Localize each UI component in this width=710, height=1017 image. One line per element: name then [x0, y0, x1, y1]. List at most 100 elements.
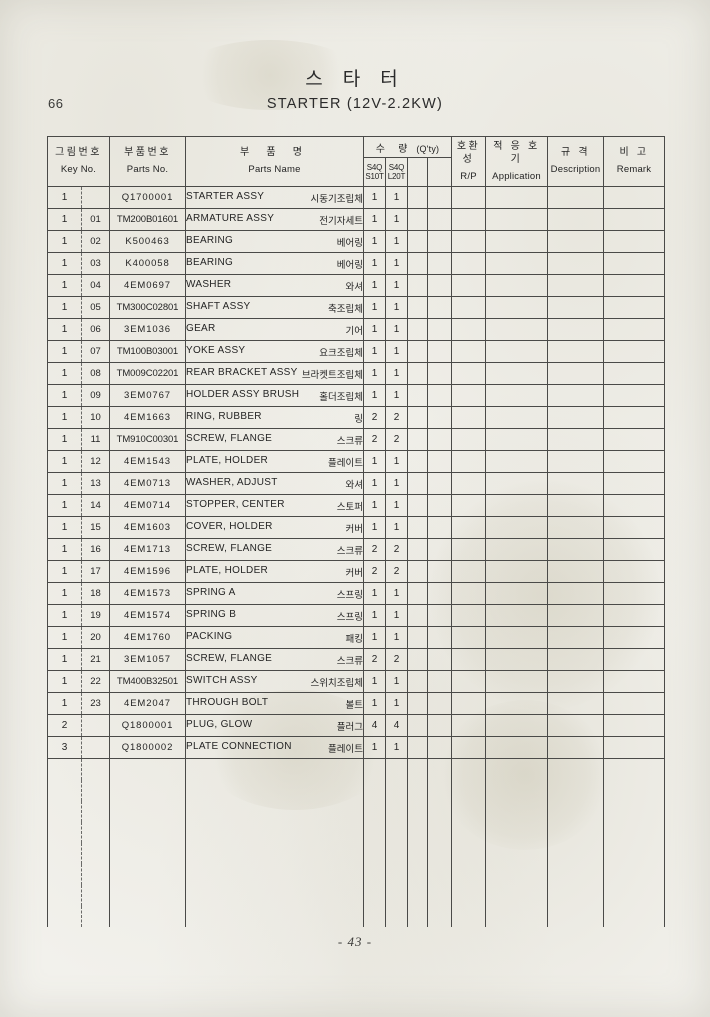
- cell-rp: [451, 714, 487, 737]
- cell-parts-no: TM910C00301: [109, 428, 186, 451]
- cell-qty-l20t: [385, 780, 408, 801]
- cell-parts-name: SHAFT ASSY 축조립체: [185, 296, 364, 319]
- cell-parts-no: [109, 906, 186, 927]
- cell-qty-col3: [407, 450, 428, 473]
- cell-description: [547, 560, 605, 583]
- cell-qty-col3: [407, 864, 428, 885]
- cell-qty-col3: [407, 843, 428, 864]
- cell-remark: [603, 362, 666, 385]
- cell-remark: [603, 801, 666, 822]
- table-row: 1 20 4EM1760 PACKING 패킹 1 1: [47, 626, 666, 649]
- cell-parts-no: 4EM1603: [109, 516, 186, 539]
- cell-parts-no: TM100B03001: [109, 340, 186, 363]
- cell-qty-l20t: 1: [385, 494, 408, 517]
- cell-qty-col3: [407, 296, 428, 319]
- cell-qty-col4: [426, 538, 453, 561]
- cell-parts-name: PACKING 패킹: [185, 626, 364, 649]
- header-qty-en: (Q'ty): [416, 143, 440, 154]
- cell-qty-l20t: 1: [385, 296, 408, 319]
- cell-qty-col4: [426, 252, 453, 275]
- cell-key-sub-no: [81, 736, 110, 759]
- cell-qty-l20t: 1: [385, 604, 408, 627]
- cell-qty-col4: [426, 274, 453, 297]
- cell-description: [547, 318, 605, 341]
- cell-key-sub-no: 08: [81, 362, 110, 385]
- cell-key-no: 1: [47, 230, 82, 253]
- cell-qty-s10t: 2: [363, 538, 386, 561]
- cell-qty-col3: [407, 648, 428, 671]
- cell-qty-s10t: 1: [363, 252, 386, 275]
- header-rp-ko: 호환성: [456, 140, 481, 166]
- parts-name-english: REAR BRACKET ASSY: [186, 366, 298, 378]
- parts-name-korean: 패킹: [345, 633, 363, 645]
- title-korean: 스 타 터: [305, 68, 405, 90]
- header-qty-col4: [426, 157, 453, 187]
- cell-application: [485, 318, 549, 341]
- table-row: 1 05 TM300C02801 SHAFT ASSY 축조립체 1 1: [47, 296, 666, 319]
- cell-rp: [451, 406, 487, 429]
- cell-parts-no: 3EM1057: [109, 648, 186, 671]
- cell-description: [547, 714, 605, 737]
- page-footer: - 43 -: [337, 934, 373, 949]
- table-row: 1 18 4EM1573 SPRING A 스프링 1 1: [47, 582, 666, 605]
- cell-application: [485, 252, 549, 275]
- cell-description: [547, 516, 605, 539]
- cell-qty-s10t: 1: [363, 736, 386, 759]
- cell-remark: [603, 906, 666, 927]
- cell-description: [547, 494, 605, 517]
- cell-key-no: 1: [47, 406, 82, 429]
- parts-name-korean: 요크조립체: [319, 347, 363, 359]
- cell-parts-no: 4EM1574: [109, 604, 186, 627]
- table-row-empty: [47, 780, 666, 801]
- cell-application: [485, 736, 549, 759]
- cell-parts-name: SWITCH ASSY 스위치조립체: [185, 670, 364, 693]
- table-row: 1 12 4EM1543 PLATE, HOLDER 플레이트 1 1: [47, 450, 666, 473]
- cell-remark: [603, 252, 666, 275]
- parts-name-english: THROUGH BOLT: [186, 696, 269, 708]
- cell-qty-s10t: [363, 843, 386, 864]
- cell-description: [547, 648, 605, 671]
- cell-application: [485, 384, 549, 407]
- parts-name-english: SPRING B: [186, 608, 237, 620]
- cell-parts-no: TM009C02201: [109, 362, 186, 385]
- cell-key-sub-no: [81, 885, 110, 906]
- cell-key-no: 1: [47, 494, 82, 517]
- parts-name-korean: 전기자세트: [319, 215, 363, 227]
- cell-qty-l20t: [385, 843, 408, 864]
- cell-key-sub-no: 02: [81, 230, 110, 253]
- parts-name-korean: 스크류: [336, 435, 363, 447]
- cell-application: [485, 758, 549, 780]
- cell-qty-l20t: 1: [385, 626, 408, 649]
- table-row: 1 11 TM910C00301 SCREW, FLANGE 스크류 2 2: [47, 428, 666, 451]
- cell-description: [547, 758, 605, 780]
- parts-name-korean: 플레이트: [328, 743, 363, 755]
- cell-description: [547, 406, 605, 429]
- cell-description: [547, 252, 605, 275]
- header-application-ko: 적 응 호 기: [493, 140, 540, 166]
- table-row: 1 07 TM100B03001 YOKE ASSY 요크조립체 1 1: [47, 340, 666, 363]
- cell-parts-name: ARMATURE ASSY 전기자세트: [185, 208, 364, 231]
- parts-name-english: SCREW, FLANGE: [186, 542, 273, 554]
- cell-parts-name: THROUGH BOLT 볼트: [185, 692, 364, 715]
- cell-parts-no: 4EM0697: [109, 274, 186, 297]
- cell-description: [547, 472, 605, 495]
- cell-application: [485, 406, 549, 429]
- cell-key-sub-no: [81, 801, 110, 822]
- cell-key-no: [47, 864, 82, 885]
- cell-rp: [451, 384, 487, 407]
- cell-qty-l20t: 4: [385, 714, 408, 737]
- cell-key-sub-no: 21: [81, 648, 110, 671]
- cell-key-no: 1: [47, 186, 82, 209]
- cell-remark: [603, 406, 666, 429]
- cell-qty-col4: [426, 604, 453, 627]
- cell-key-sub-no: [81, 780, 110, 801]
- cell-qty-col4: [426, 362, 453, 385]
- cell-rp: [451, 843, 487, 864]
- cell-qty-col4: [426, 822, 453, 843]
- parts-name-english: SCREW, FLANGE: [186, 432, 273, 444]
- cell-key-sub-no: [81, 843, 110, 864]
- cell-qty-col4: [426, 472, 453, 495]
- cell-key-sub-no: 03: [81, 252, 110, 275]
- cell-remark: [603, 692, 666, 715]
- table-row: 1 03 K400058 BEARING 베어링 1 1: [47, 252, 666, 275]
